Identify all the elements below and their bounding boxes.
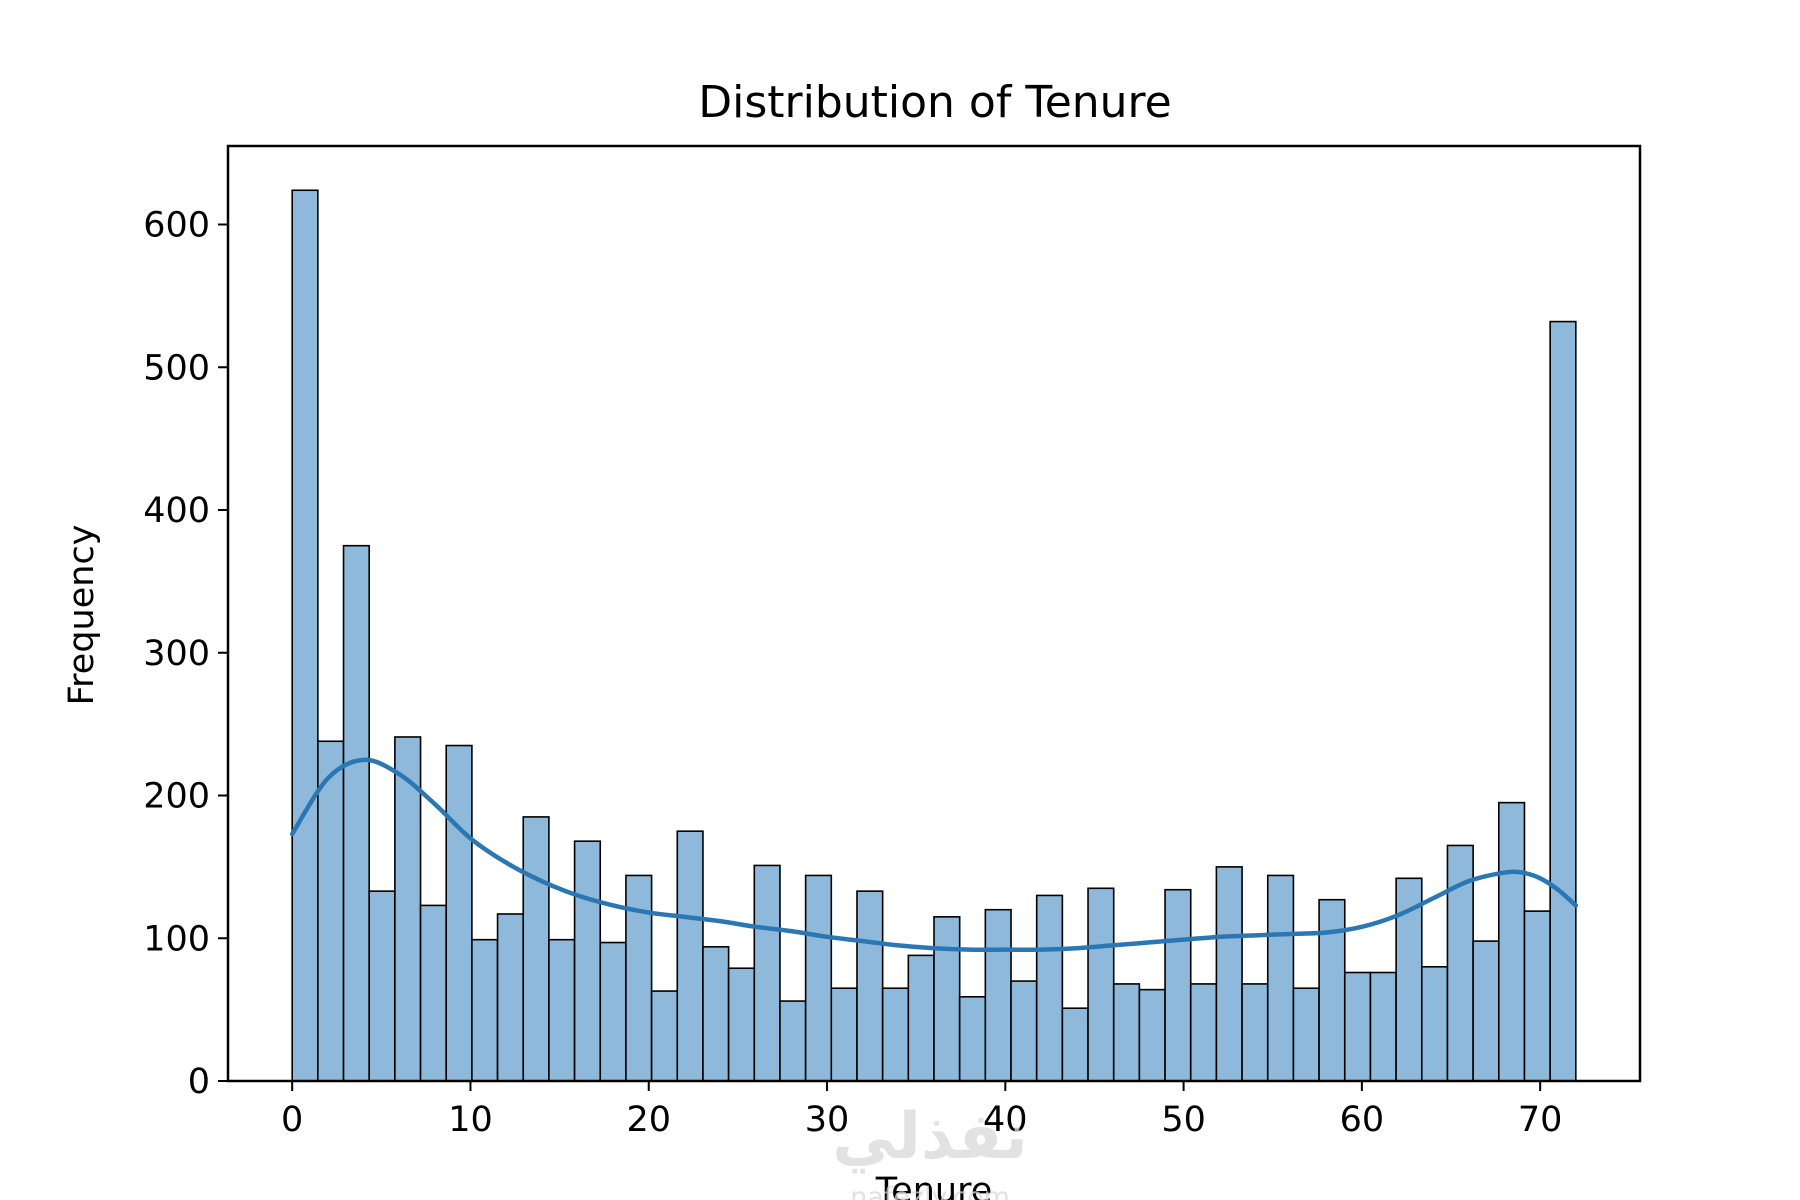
histogram-bar xyxy=(727,967,756,1082)
histogram-bar xyxy=(342,544,371,1082)
x-axis-label: Tenure xyxy=(875,1171,992,1200)
histogram-bar xyxy=(881,987,910,1082)
histogram-bar xyxy=(804,874,833,1082)
histogram-bar xyxy=(933,916,961,1082)
y-tick-label: 500 xyxy=(143,348,210,388)
watermark-url: nafezly.com xyxy=(850,1182,1010,1200)
x-tick-label: 40 xyxy=(983,1100,1028,1140)
histogram-bar xyxy=(471,938,499,1082)
y-tick-label: 300 xyxy=(143,634,210,674)
histogram-bar xyxy=(1215,866,1243,1082)
histogram-bar xyxy=(650,990,679,1082)
histogram-bar xyxy=(291,189,319,1082)
histogram-bar xyxy=(1241,983,1269,1082)
histogram-bar xyxy=(1061,1007,1089,1082)
plot-frame xyxy=(226,144,1642,1083)
x-tick-label: 70 xyxy=(1518,1100,1563,1140)
histogram-bar xyxy=(984,908,1012,1082)
y-tick-label: 100 xyxy=(143,919,210,959)
histogram-bar xyxy=(317,740,345,1082)
x-tick-label: 50 xyxy=(1161,1100,1206,1140)
y-tick-label: 200 xyxy=(143,777,210,817)
histogram-bar xyxy=(1343,971,1372,1082)
histogram-bar xyxy=(1266,874,1295,1082)
x-tick-label: 0 xyxy=(281,1100,303,1140)
chart-title: Distribution of Tenure xyxy=(698,77,1172,128)
histogram-bar xyxy=(548,938,576,1082)
histogram-bar xyxy=(1010,980,1038,1082)
histogram-bar xyxy=(1035,894,1064,1082)
y-axis-label: Frequency xyxy=(62,525,102,706)
histogram-bar xyxy=(1087,887,1115,1082)
histogram-bar xyxy=(907,954,935,1082)
histogram-bar xyxy=(1369,971,1397,1082)
histogram-bar xyxy=(368,890,396,1082)
y-axis-ticks: 0 100 200 300 400 500 600 xyxy=(143,206,228,1102)
histogram-bar xyxy=(522,816,550,1082)
histogram-bar xyxy=(856,890,884,1082)
kde-curve xyxy=(289,757,1579,953)
watermark-logo: نفذلي xyxy=(832,1100,1028,1174)
histogram-bar xyxy=(1549,320,1577,1082)
histogram-bar xyxy=(1164,888,1192,1082)
histogram-bar xyxy=(1112,983,1141,1082)
histogram-bar xyxy=(702,946,730,1082)
histogram-bar xyxy=(419,904,448,1082)
histogram-bars xyxy=(291,189,1577,1082)
histogram-bar xyxy=(1138,988,1166,1082)
histogram-bar xyxy=(625,874,653,1082)
y-tick-label: 0 xyxy=(188,1062,210,1102)
x-tick-label: 10 xyxy=(448,1100,493,1140)
histogram-bar xyxy=(1498,801,1526,1082)
x-tick-label: 20 xyxy=(626,1100,671,1140)
histogram-bar xyxy=(1420,966,1449,1082)
histogram-bar xyxy=(830,987,858,1082)
histogram-bar xyxy=(1318,898,1346,1082)
histogram-bar xyxy=(573,840,602,1082)
histogram-bar xyxy=(496,913,525,1082)
histogram-bar xyxy=(1472,940,1500,1082)
histogram-bar xyxy=(1189,983,1218,1082)
histogram-bar xyxy=(1523,910,1551,1082)
histogram-bar xyxy=(753,864,781,1082)
x-tick-label: 30 xyxy=(805,1100,850,1140)
histogram-bar xyxy=(958,995,987,1082)
histogram-bar xyxy=(599,941,627,1082)
histogram-bar xyxy=(779,1000,807,1082)
histogram-bar xyxy=(1292,987,1320,1082)
x-axis-ticks: 0 10 20 30 40 50 60 70 xyxy=(281,1081,1562,1140)
y-tick-label: 400 xyxy=(143,491,210,531)
y-tick-label: 600 xyxy=(143,206,210,246)
x-tick-label: 60 xyxy=(1340,1100,1385,1140)
histogram-bar xyxy=(445,744,473,1082)
histogram-bar xyxy=(676,830,704,1082)
